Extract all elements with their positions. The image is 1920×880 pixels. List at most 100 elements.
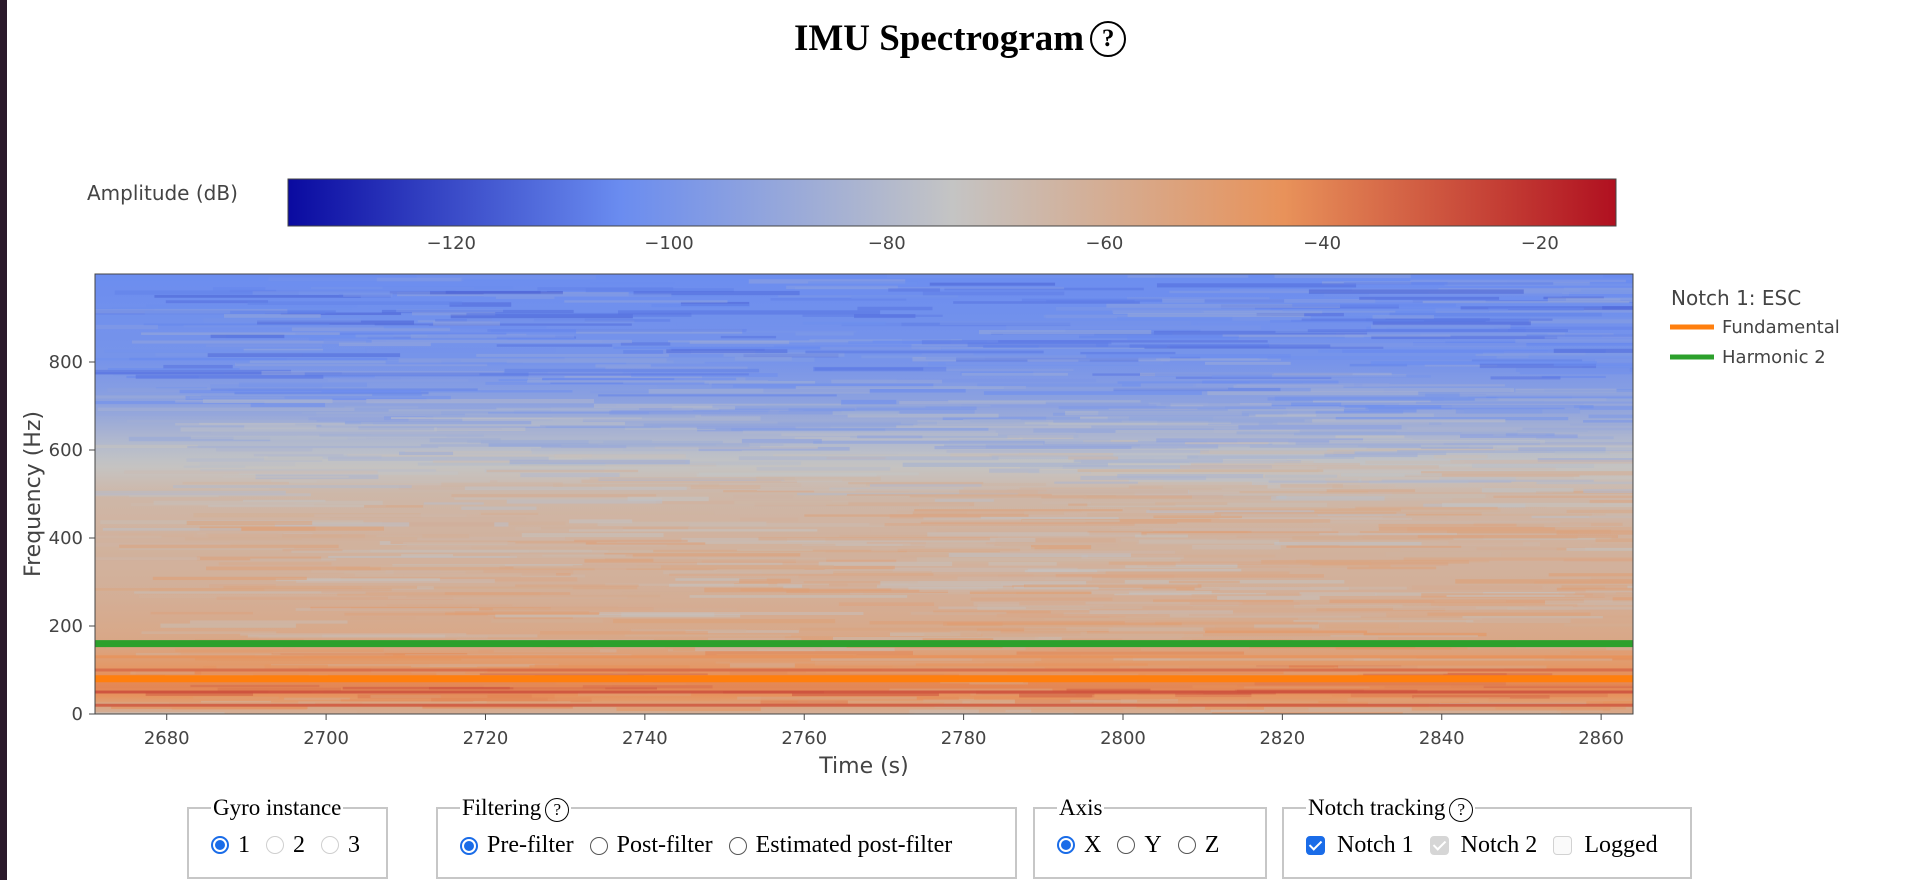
filter-radio-pre[interactable] [460, 836, 478, 855]
heatmap-cell [643, 423, 914, 427]
heatmap-cell [857, 306, 933, 311]
filter-radio-estimated[interactable] [728, 836, 747, 855]
colorbar-tick-label: −60 [1085, 233, 1123, 254]
x-tick-label: 2760 [781, 728, 827, 749]
legend-label[interactable]: Fundamental [1722, 317, 1840, 338]
gyro-option-2: 2 [266, 829, 305, 861]
heatmap-cell [923, 516, 1119, 520]
controls-bar: Gyro instance 1 2 3 Filtering? Pre-filte… [0, 795, 1920, 880]
heatmap-cell [870, 528, 947, 533]
heatmap-cell [1420, 444, 1633, 448]
colorbar-tick-label: −40 [1303, 233, 1341, 254]
heatmap-cell [831, 379, 943, 384]
y-axis-label: Frequency (Hz) [21, 411, 46, 577]
gyro-radio-1[interactable] [211, 836, 229, 854]
heatmap-cell [487, 328, 747, 332]
heatmap-cell [95, 557, 201, 561]
axis-option-x[interactable]: X [1057, 829, 1101, 861]
heatmap-cell [398, 358, 667, 363]
heatmap-cell [276, 289, 548, 292]
window-edge [0, 0, 7, 880]
heatmap-cell [839, 534, 998, 539]
axis-option-y[interactable]: Y [1117, 829, 1162, 861]
heatmap-cell [1372, 315, 1434, 319]
heatmap-cell [939, 321, 1191, 326]
heatmap-cell [681, 537, 826, 543]
heatmap-cell [145, 691, 254, 696]
heatmap-cell [274, 522, 509, 527]
heatmap-area[interactable] [75, 273, 1874, 718]
axis-radio-z[interactable] [1177, 836, 1196, 854]
heatmap-cell [888, 288, 941, 292]
heatmap-cell [742, 430, 996, 434]
notch1-option[interactable]: Notch 1 [1306, 830, 1414, 862]
heatmap-cell [1021, 519, 1120, 523]
notch1-checkbox[interactable] [1306, 836, 1325, 856]
heatmap-cell [1342, 349, 1606, 353]
heatmap-cell [826, 671, 1094, 674]
heatmap-cell [187, 445, 439, 449]
heatmap-cell [1117, 381, 1250, 384]
heatmap-cell [983, 391, 1202, 395]
heatmap-cell [1254, 682, 1506, 686]
heatmap-cell [126, 419, 317, 423]
heatmap-cell [582, 685, 713, 689]
heatmap-cell [1595, 538, 1633, 543]
heatmap-cell [1528, 318, 1633, 324]
heatmap-cell [1324, 292, 1563, 297]
heatmap-cell [1267, 356, 1497, 360]
heatmap-cell [423, 502, 484, 505]
heatmap-cell [1014, 699, 1121, 704]
heatmap-cell [633, 290, 800, 296]
heatmap-cell [143, 323, 330, 326]
heatmap-cell [1397, 450, 1633, 453]
filter-option-estimated[interactable]: Estimated post-filter [728, 830, 952, 862]
heatmap-cell [515, 584, 639, 587]
axis-option-z[interactable]: Z [1177, 829, 1219, 861]
heatmap-cell [95, 444, 198, 449]
heatmap-cell [1421, 471, 1633, 476]
heatmap-cell [869, 523, 1135, 526]
filter-option-pre[interactable]: Pre-filter [460, 830, 574, 862]
heatmap-cell [496, 344, 613, 347]
heatmap-cell [1003, 333, 1095, 337]
heatmap-cell [920, 521, 1178, 524]
heatmap-cell [1025, 606, 1198, 609]
heatmap-cell [1055, 574, 1324, 578]
filter-option-post[interactable]: Post-filter [589, 830, 713, 862]
heatmap-cell [1479, 363, 1597, 369]
heatmap-cell [1024, 584, 1202, 588]
heatmap-cell [1127, 313, 1305, 317]
heatmap-cell [1605, 451, 1633, 454]
heatmap-cell [1466, 618, 1571, 624]
heatmap-cell [1422, 300, 1630, 304]
heatmap-cell [1189, 601, 1300, 606]
heatmap-cell [922, 291, 1065, 296]
heatmap-cell [382, 286, 514, 290]
filter-radio-post[interactable] [589, 836, 608, 855]
heatmap-cell [1115, 430, 1300, 434]
gyro-instance-group: Gyro instance 1 2 3 [187, 795, 388, 879]
heatmap-cell [190, 684, 320, 688]
heatmap-cell [152, 576, 307, 581]
heatmap-cell [134, 591, 366, 594]
heatmap-cell [533, 607, 654, 611]
heatmap-cell [314, 514, 467, 517]
title-help-icon[interactable]: ? [1090, 20, 1127, 57]
heatmap-cell [298, 701, 487, 705]
heatmap-cell [648, 389, 870, 394]
axis-radio-x[interactable] [1057, 836, 1075, 854]
filtering-help-icon[interactable]: ? [545, 797, 570, 822]
heatmap-cell [1019, 692, 1095, 698]
gyro-option-1[interactable]: 1 [211, 829, 250, 861]
heatmap-cell [149, 587, 392, 592]
heatmap-cell [1117, 473, 1264, 479]
heatmap-cell [756, 466, 891, 471]
legend-label[interactable]: Harmonic 2 [1722, 347, 1826, 368]
notch-help-icon[interactable]: ? [1449, 797, 1474, 822]
axis-radio-y[interactable] [1117, 836, 1136, 854]
heatmap-cell [327, 379, 469, 382]
heatmap-cell [821, 451, 1020, 455]
heatmap-cell [183, 465, 246, 468]
heatmap-cell [910, 611, 1007, 615]
